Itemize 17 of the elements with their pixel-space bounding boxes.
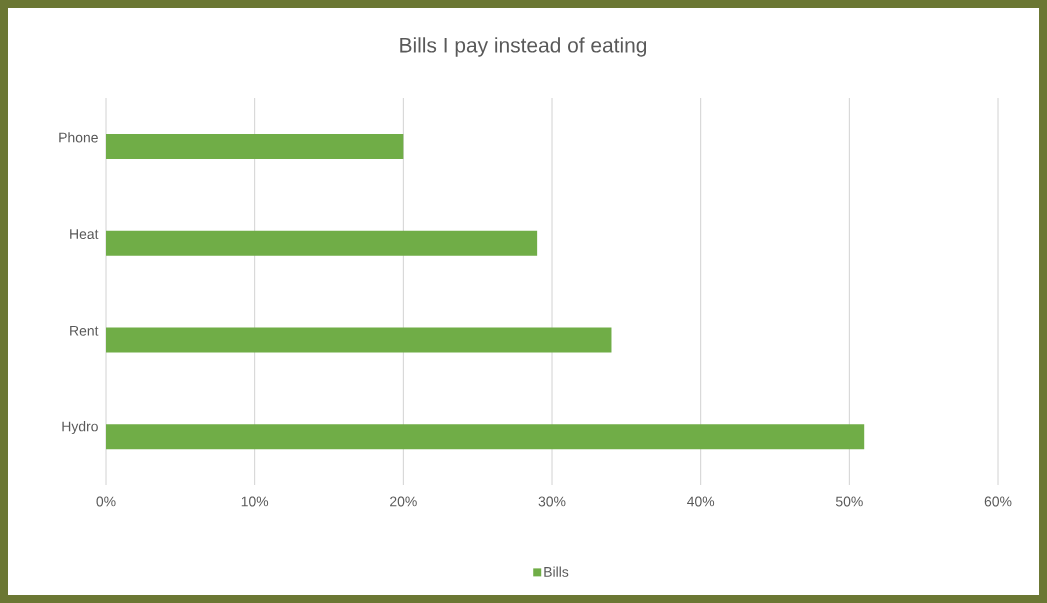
- bar: [106, 327, 612, 353]
- x-tick-label: 40%: [687, 496, 715, 507]
- y-tick-label: Rent: [70, 326, 99, 336]
- x-tick-label: 0%: [96, 496, 116, 507]
- x-tick-label: 10%: [241, 496, 269, 507]
- bar: [106, 424, 865, 450]
- bar: [106, 133, 404, 159]
- x-tick-label: 20%: [390, 496, 417, 507]
- y-tick-label: Phone: [59, 132, 98, 143]
- chart-title: Bills I pay instead of eating: [400, 37, 647, 57]
- y-tick-label: Heat: [70, 229, 99, 239]
- y-tick-label: Hydro: [62, 421, 98, 435]
- legend-label: Bills: [544, 566, 569, 577]
- bar: [106, 230, 538, 256]
- x-tick-label: 50%: [835, 496, 863, 507]
- x-tick-label: 60%: [984, 496, 1012, 507]
- x-tick-label: 30%: [538, 496, 566, 507]
